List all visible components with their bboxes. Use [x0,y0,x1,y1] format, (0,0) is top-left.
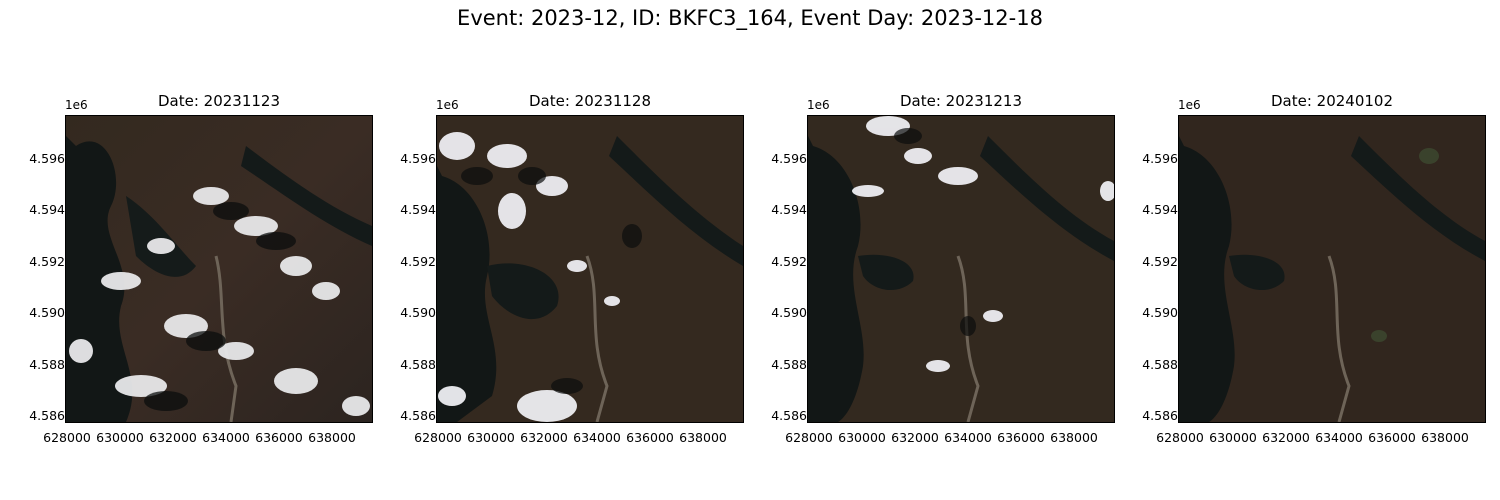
y-tick-label: 4.594 [29,202,65,217]
y-tick-label: 4.594 [1142,202,1178,217]
x-tick-label: 632000 [891,430,939,445]
panel-title: Date: 20231123 [157,92,281,110]
y-tick-label: 4.594 [771,202,807,217]
x-tick-label: 628000 [785,430,833,445]
y-tick-label: 4.590 [29,305,65,320]
satellite-panel-4: Date: 20240102 1e6 4.596 4.594 4.592 4.5… [1142,92,1486,452]
x-tick-label: 632000 [520,430,568,445]
satellite-panel-2: Date: 20231128 1e6 4.596 4.594 4.592 4.5… [400,92,744,452]
panel-title: Date: 20240102 [1270,92,1394,110]
x-tick-label: 628000 [1156,430,1204,445]
x-tick-label: 636000 [626,430,674,445]
y-offset-label: 1e6 [1178,98,1201,112]
figure-title: Event: 2023-12, ID: BKFC3_164, Event Day… [457,6,1043,30]
x-tick-label: 638000 [1421,430,1469,445]
y-tick-label: 4.592 [1142,254,1178,269]
y-offset-label: 1e6 [436,98,459,112]
satellite-image [807,115,1115,423]
y-tick-label: 4.592 [771,254,807,269]
x-tick-label: 638000 [679,430,727,445]
x-tick-label: 630000 [96,430,144,445]
x-tick-label: 634000 [1315,430,1363,445]
y-tick-label: 4.596 [400,151,436,166]
y-tick-label: 4.586 [29,408,65,423]
x-tick-label: 628000 [43,430,91,445]
y-tick-label: 4.594 [400,202,436,217]
panel-title: Date: 20231128 [528,92,652,110]
y-tick-label: 4.586 [771,408,807,423]
x-tick-label: 638000 [308,430,356,445]
y-tick-label: 4.588 [771,357,807,372]
x-tick-label: 636000 [255,430,303,445]
satellite-image [1178,115,1486,423]
y-tick-label: 4.586 [1142,408,1178,423]
y-tick-label: 4.588 [400,357,436,372]
x-tick-label: 632000 [149,430,197,445]
y-tick-label: 4.596 [771,151,807,166]
y-tick-label: 4.588 [1142,357,1178,372]
y-tick-label: 4.596 [1142,151,1178,166]
x-tick-label: 638000 [1050,430,1098,445]
x-tick-label: 634000 [202,430,250,445]
y-tick-label: 4.592 [29,254,65,269]
x-tick-label: 630000 [467,430,515,445]
x-tick-label: 632000 [1262,430,1310,445]
satellite-image [65,115,373,423]
x-tick-label: 630000 [1209,430,1257,445]
y-offset-label: 1e6 [807,98,830,112]
x-tick-label: 634000 [944,430,992,445]
x-tick-label: 628000 [414,430,462,445]
panel-title: Date: 20231213 [899,92,1023,110]
y-tick-label: 4.592 [400,254,436,269]
y-tick-label: 4.590 [771,305,807,320]
x-tick-label: 634000 [573,430,621,445]
y-tick-label: 4.590 [1142,305,1178,320]
y-tick-label: 4.590 [400,305,436,320]
satellite-panel-3: Date: 20231213 1e6 4.596 4.594 4.592 4.5… [771,92,1115,452]
x-tick-label: 636000 [997,430,1045,445]
y-tick-label: 4.588 [29,357,65,372]
y-offset-label: 1e6 [65,98,88,112]
y-tick-label: 4.586 [400,408,436,423]
satellite-image [436,115,744,423]
satellite-panel-1: Date: 20231123 1e6 [29,92,373,452]
x-tick-label: 630000 [838,430,886,445]
y-tick-label: 4.596 [29,151,65,166]
x-tick-label: 636000 [1368,430,1416,445]
